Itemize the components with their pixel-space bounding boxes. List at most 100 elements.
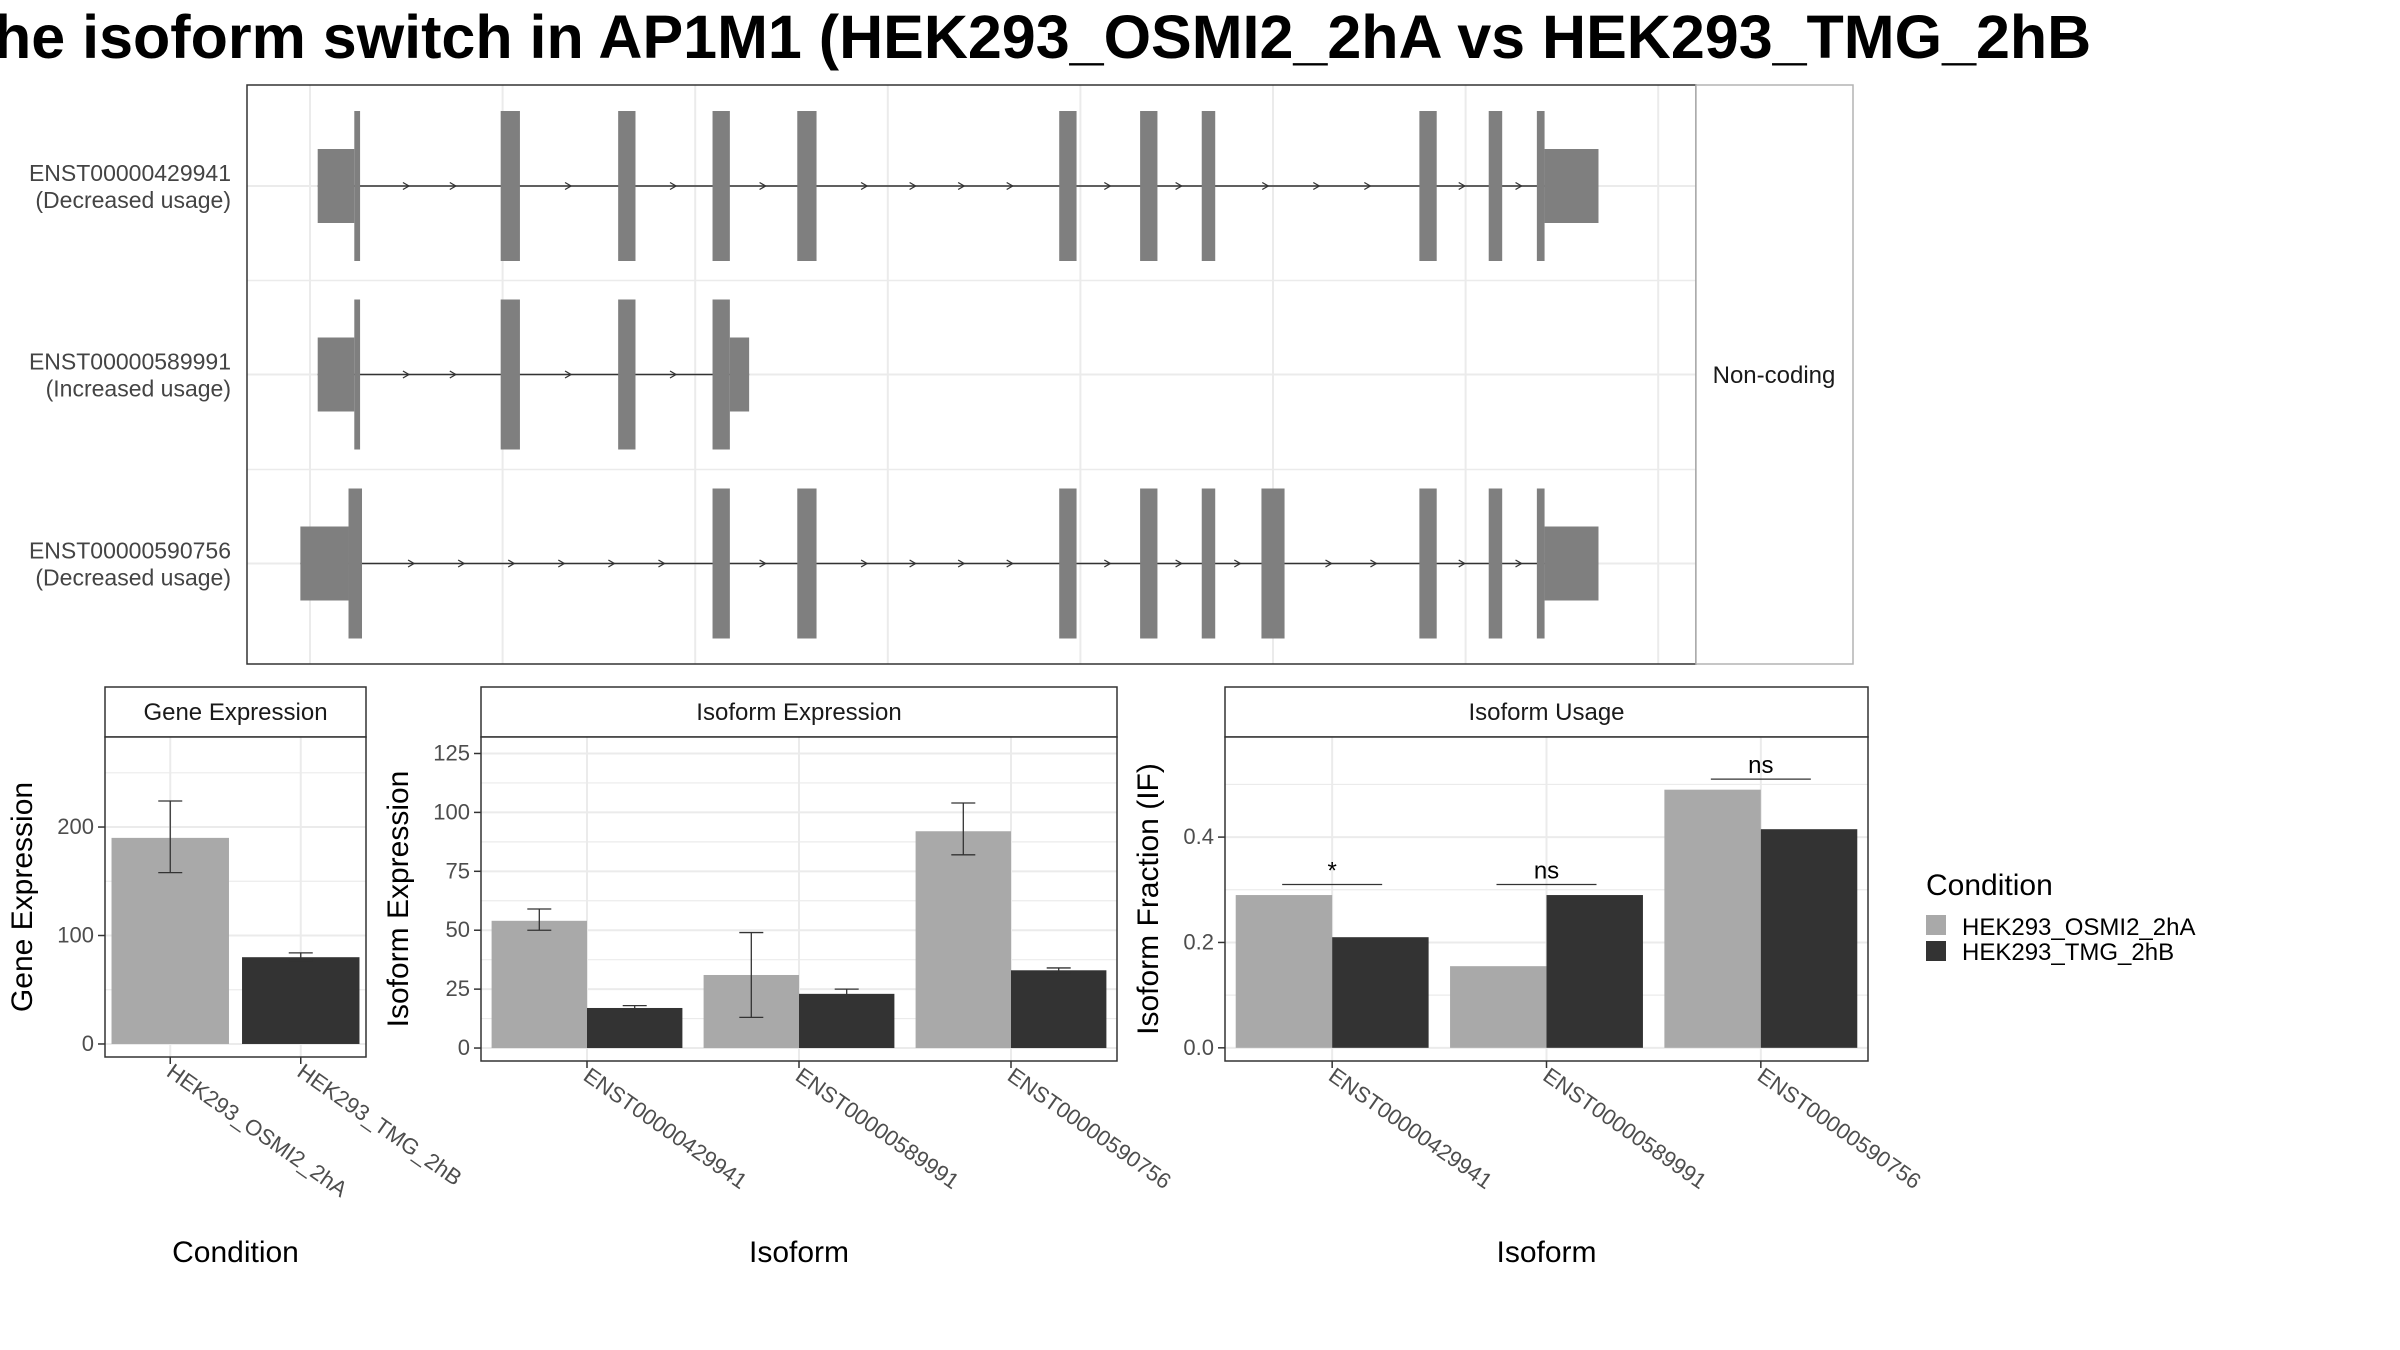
intron-arrow (449, 181, 458, 191)
exon-block (797, 111, 817, 261)
intron-arrow (759, 181, 767, 191)
intron-arrow (1104, 181, 1112, 191)
legend-swatch-condition-b (1926, 941, 1946, 961)
legend-swatch-condition-a (1926, 915, 1946, 935)
y-tick-label: 25 (446, 976, 470, 1001)
legend-label-condition-a: HEK293_OSMI2_2hA (1962, 914, 2195, 941)
transcript-diagram: ENST00000429941(Decreased usage)ENST0000… (29, 84, 1854, 665)
intron-arrow (957, 181, 966, 191)
intron-arrow (608, 559, 616, 568)
y-tick-label: 0 (458, 1035, 470, 1060)
intron-arrow (1370, 559, 1378, 568)
y-tick-label: 75 (446, 858, 470, 883)
bar (587, 1007, 683, 1049)
exon-block (500, 111, 520, 261)
exon-block (1419, 488, 1437, 639)
transcript-id-label: ENST00000429941 (29, 160, 231, 186)
panel-strip-label: Gene Expression (143, 699, 327, 726)
y-axis-title: Gene Expression (6, 782, 39, 1012)
exon-block (1201, 488, 1216, 639)
exon-block (1261, 488, 1285, 639)
legend-title: Condition (1926, 869, 2053, 902)
panel-border (104, 736, 367, 1058)
intron-arrow (1104, 559, 1112, 568)
exon-block (348, 488, 363, 639)
exon-block (797, 488, 817, 639)
y-tick-label: 125 (433, 740, 470, 765)
bar (915, 831, 1011, 1049)
chart-title: he isoform switch in AP1M1 (HEK293_OSMI2… (0, 3, 2091, 71)
intron-arrow (1364, 181, 1372, 191)
bar (1450, 966, 1547, 1048)
x-tick-label: ENST00000590756 (1003, 1063, 1176, 1194)
intron-arrow (909, 559, 917, 568)
exon-block (354, 111, 361, 261)
x-tick-label: ENST00000429941 (1324, 1063, 1497, 1194)
utr-block (1544, 526, 1599, 601)
y-tick-label: 200 (57, 814, 94, 839)
significance-label: ns (1534, 858, 1559, 885)
exon-block (618, 111, 636, 261)
intron-arrow (909, 181, 917, 191)
exon-block (1536, 111, 1545, 261)
intron-arrow (860, 181, 869, 191)
exon-block (354, 299, 361, 450)
intron-arrow (407, 559, 416, 568)
exon-block (1140, 488, 1158, 639)
intron-arrow (1175, 181, 1183, 191)
exon-block (1488, 111, 1503, 261)
x-axis-title: Condition (172, 1236, 299, 1269)
transcript-id-label: ENST00000590756 (29, 538, 231, 564)
y-tick-label: 0 (82, 1031, 94, 1056)
bar (491, 920, 587, 1049)
y-axis-title: Isoform Expression (382, 771, 415, 1028)
bar (1011, 970, 1107, 1049)
exon-block (1536, 488, 1545, 639)
bar (1235, 895, 1333, 1048)
intron-arrow (957, 559, 966, 568)
exon-block (500, 299, 520, 450)
facet-label-non-coding: Non-coding (1713, 362, 1836, 389)
x-tick-label: ENST00000589991 (1539, 1063, 1712, 1194)
intron-arrow (1515, 181, 1523, 191)
utr-block (300, 526, 349, 601)
isoform-usage-panel: Isoform Usage 0.0 0.2 0.4 * ns ns ENST000004299… (1132, 686, 1926, 1269)
legend: Condition HEK293_OSMI2_2hA HEK293_TMG_2h… (1926, 869, 2195, 966)
intron-arrow (1312, 181, 1321, 191)
legend-label-condition-b: HEK293_TMG_2hB (1962, 939, 2174, 966)
diagram-facet-strip (1695, 84, 1854, 665)
x-axis-title: Isoform (1496, 1236, 1596, 1269)
utr-block (317, 149, 355, 223)
intron-arrow (402, 181, 411, 191)
exon-block (1488, 488, 1503, 639)
transcript-usage-label: (Increased usage) (46, 376, 231, 402)
intron-arrow (1458, 181, 1467, 191)
exon-block (1059, 488, 1077, 639)
utr-block (729, 337, 750, 412)
intron-arrow (507, 559, 516, 568)
intron-arrow (1175, 559, 1183, 568)
intron-arrow (1006, 181, 1014, 191)
x-tick-label: ENST00000589991 (791, 1063, 964, 1194)
intron-arrow (564, 370, 573, 379)
significance-label: * (1327, 858, 1336, 885)
intron-arrow (1325, 559, 1333, 568)
intron-arrow (860, 559, 869, 568)
panel-strip (104, 686, 367, 738)
bar (242, 957, 360, 1044)
isoform-expression-panel: Isoform Expression 0 25 50 75 100 125 ENST00000… (382, 686, 1176, 1269)
significance-label: ns (1748, 752, 1773, 779)
intron-arrow (1515, 559, 1523, 568)
exon-block (712, 299, 730, 450)
exon-block (712, 111, 730, 261)
intron-arrow (658, 559, 666, 568)
y-tick-label: 100 (57, 923, 94, 948)
y-tick-label: 50 (446, 917, 470, 942)
exon-block (1059, 111, 1077, 261)
exon-block (1419, 111, 1437, 261)
panel-strip (1224, 686, 1869, 738)
y-axis-title: Isoform Fraction (IF) (1132, 763, 1165, 1035)
intron-arrow (1261, 181, 1270, 191)
x-tick-label: ENST00000429941 (579, 1063, 752, 1194)
